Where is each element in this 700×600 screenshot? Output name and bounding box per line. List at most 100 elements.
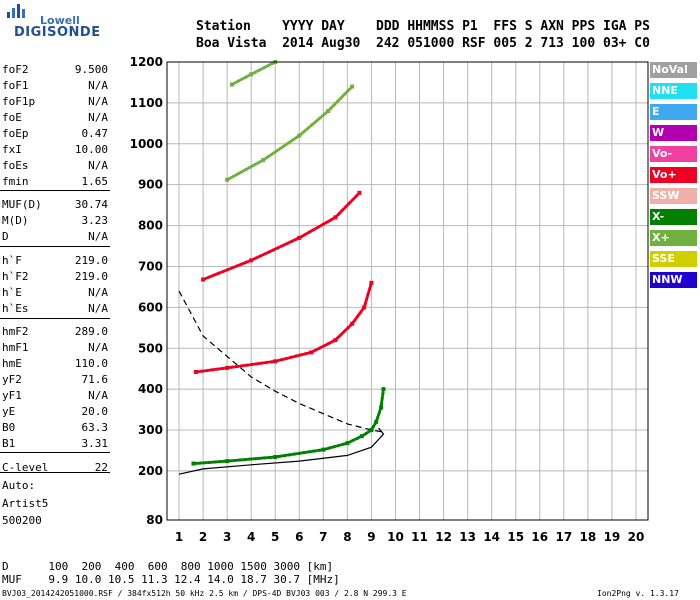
x-tick-label: 15 bbox=[507, 530, 524, 544]
legend-item-w: W bbox=[650, 125, 697, 141]
autoscaler-code: 500200 bbox=[2, 514, 42, 527]
x-tick-label: 5 bbox=[271, 530, 279, 544]
param-key: h`Es bbox=[2, 302, 29, 315]
x-tick-label: 16 bbox=[531, 530, 548, 544]
legend-item-sse: SSE bbox=[650, 251, 697, 267]
echo-point bbox=[333, 215, 338, 220]
param-key: foEs bbox=[2, 159, 29, 172]
y-tick-label: 900 bbox=[138, 178, 163, 192]
param-row-yf1: yF1 N/A bbox=[2, 388, 108, 403]
y-tick-label: 400 bbox=[138, 382, 163, 396]
param-key: B1 bbox=[2, 437, 16, 450]
param-key: yE bbox=[2, 405, 16, 418]
echo-point bbox=[374, 419, 379, 424]
param-value: N/A bbox=[88, 230, 108, 243]
param-key: hmF2 bbox=[2, 325, 29, 338]
param-value: N/A bbox=[88, 159, 108, 172]
param-key: h`F bbox=[2, 254, 22, 267]
param-value: 3.31 bbox=[81, 437, 109, 450]
param-value: 10.00 bbox=[74, 143, 108, 156]
param-key: B0 bbox=[2, 421, 16, 434]
param-value: 219.0 bbox=[74, 254, 108, 267]
echo-point bbox=[309, 350, 314, 355]
param-key: foF1p bbox=[2, 95, 36, 108]
file-info: BVJ03_2014242051000.RSF / 384fx512h 50 k… bbox=[2, 589, 407, 598]
echo-point bbox=[381, 387, 386, 392]
param-row-hme: hmE 110.0 bbox=[2, 356, 108, 371]
plot-frame bbox=[166, 61, 649, 521]
legend-item-vo-: Vo- bbox=[650, 146, 697, 162]
param-value: N/A bbox=[88, 95, 108, 108]
param-value: 289.0 bbox=[74, 325, 108, 338]
y-tick-label: 700 bbox=[138, 259, 163, 273]
echo-point bbox=[193, 369, 198, 374]
auto-label: Auto: bbox=[2, 479, 36, 492]
y-tick-label: 200 bbox=[138, 464, 163, 478]
autoscaler-name: Artist5 bbox=[2, 497, 49, 510]
param-row-foe: foE N/A bbox=[2, 110, 108, 125]
param-key: C-level bbox=[2, 461, 49, 474]
y-tick-label: 600 bbox=[138, 300, 163, 314]
param-key: fmin bbox=[2, 175, 29, 188]
logo-line2: DIGISONDE bbox=[14, 25, 101, 40]
x-tick-label: 14 bbox=[483, 530, 500, 544]
param-key: yF2 bbox=[2, 373, 22, 386]
echo-point bbox=[273, 455, 278, 460]
y-tick-label: 300 bbox=[138, 423, 163, 437]
echo-point bbox=[225, 459, 230, 464]
param-row-b0: B0 63.3 bbox=[2, 420, 108, 435]
legend-item-x-: X+ bbox=[650, 230, 697, 246]
x-tick-label: 9 bbox=[367, 530, 375, 544]
y-tick-label: 80 bbox=[146, 513, 163, 527]
x-tick-label: 18 bbox=[580, 530, 597, 544]
param-key: h`F2 bbox=[2, 270, 29, 283]
echo-point bbox=[379, 405, 384, 410]
param-row-foep: foEp 0.47 bbox=[2, 126, 108, 141]
y-tick-label: 500 bbox=[138, 341, 163, 355]
echo-traces bbox=[191, 60, 386, 466]
echo-trace-1 bbox=[194, 281, 373, 374]
param-key: foF1 bbox=[2, 79, 29, 92]
extrapolated-profile bbox=[178, 290, 384, 433]
param-row-yf2: yF2 71.6 bbox=[2, 372, 108, 387]
y-tick-label: 1200 bbox=[130, 55, 163, 69]
echo-point bbox=[350, 321, 355, 326]
panel-divider bbox=[0, 190, 110, 191]
panel-divider bbox=[0, 318, 110, 319]
legend-item-noval: NoVal bbox=[650, 62, 697, 78]
x-tick-label: 8 bbox=[343, 530, 351, 544]
echo-point bbox=[249, 258, 254, 263]
echo-point bbox=[369, 428, 374, 433]
legend-item-nnw: NNW bbox=[650, 272, 697, 288]
legend-item-nne: NNE bbox=[650, 83, 697, 99]
x-tick-label: 1 bbox=[175, 530, 183, 544]
param-row-b1: B1 3.31 bbox=[2, 436, 108, 451]
param-key: hmE bbox=[2, 357, 22, 370]
param-value: N/A bbox=[88, 302, 108, 315]
echo-point bbox=[362, 305, 367, 310]
echo-point bbox=[326, 109, 331, 114]
version-info: Ion2Png v. 1.3.17 bbox=[597, 589, 679, 598]
param-value: 30.74 bbox=[74, 198, 108, 211]
echo-point bbox=[321, 447, 326, 452]
param-row-fof2: foF2 9.500 bbox=[2, 62, 108, 77]
param-row-fmin: fmin 1.65 bbox=[2, 174, 108, 189]
param-row-fof1p: foF1p N/A bbox=[2, 94, 108, 109]
x-tick-label: 19 bbox=[604, 530, 621, 544]
x-tick-label: 10 bbox=[387, 530, 404, 544]
param-key: yF1 bbox=[2, 389, 22, 402]
echo-point bbox=[225, 365, 230, 370]
param-row-clevel: C-level 22 bbox=[2, 460, 108, 475]
legend-item-vo-: Vo+ bbox=[650, 167, 697, 183]
param-row-d: D N/A bbox=[2, 229, 108, 244]
param-value: N/A bbox=[88, 111, 108, 124]
echo-point bbox=[249, 72, 254, 77]
echo-point bbox=[201, 277, 206, 282]
x-tick-label: 17 bbox=[555, 530, 572, 544]
param-row-mufd: MUF(D) 30.74 bbox=[2, 197, 108, 212]
echo-point bbox=[191, 461, 196, 466]
param-row-ye: yE 20.0 bbox=[2, 404, 108, 419]
x-tick-label: 4 bbox=[247, 530, 255, 544]
param-value: 1.65 bbox=[81, 175, 109, 188]
